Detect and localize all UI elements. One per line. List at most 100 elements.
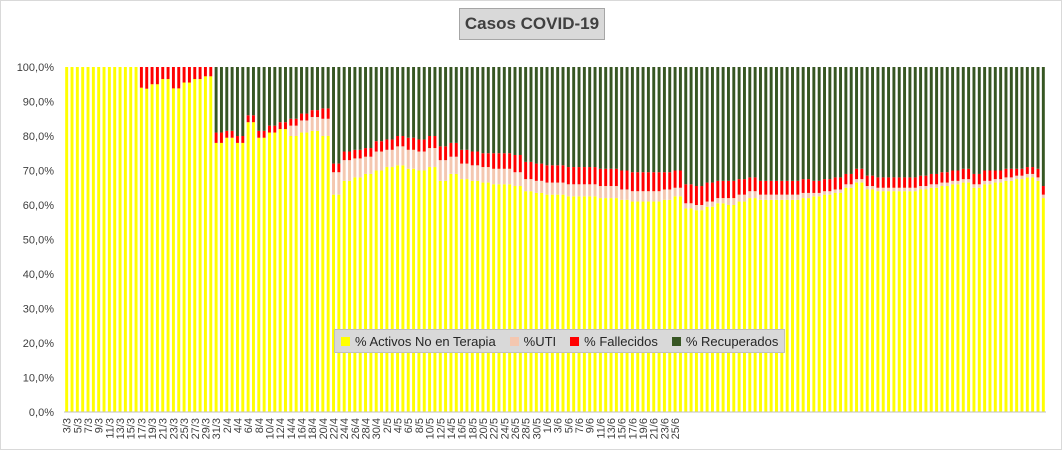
bar-segment	[609, 168, 613, 187]
bar-segment	[903, 67, 907, 178]
bar-segment	[913, 187, 917, 192]
bar-segment	[630, 201, 634, 412]
bar-segment	[561, 182, 565, 195]
bar-segment	[652, 67, 656, 173]
bar-segment	[983, 170, 987, 181]
bar-segment	[609, 198, 613, 412]
bar-segment	[428, 67, 432, 136]
x-tick-label: 30/5	[531, 418, 543, 439]
x-tick-label: 5/6	[563, 418, 575, 433]
legend-swatch-uti	[509, 336, 519, 346]
bar-segment	[742, 194, 746, 202]
x-tick-label: 4/5	[393, 418, 405, 433]
bar-segment	[849, 187, 853, 412]
bar-segment	[598, 67, 602, 169]
legend-item-recuperados: % Recuperados	[671, 334, 778, 349]
bar-segment	[759, 67, 762, 181]
bar-segment	[726, 180, 730, 199]
y-tick-label: 80,0%	[23, 131, 54, 143]
bar-segment	[1025, 177, 1029, 412]
bar-segment	[300, 120, 303, 133]
x-tick-label: 20/4	[318, 418, 330, 439]
bar-segment	[235, 136, 239, 143]
bar-segment	[417, 139, 421, 152]
bar-segment	[689, 67, 693, 185]
bar-segment	[348, 151, 351, 161]
y-tick-label: 40,0%	[23, 269, 54, 281]
bar-segment	[641, 67, 645, 173]
bar-segment	[732, 67, 736, 181]
bar-segment	[171, 67, 175, 89]
bar-segment	[358, 67, 362, 150]
bar-segment	[668, 172, 672, 190]
bar-segment	[241, 67, 245, 136]
bar-segment	[967, 67, 971, 169]
bar-segment	[956, 170, 960, 181]
bar-segment	[187, 67, 191, 83]
bar-segment	[305, 113, 309, 121]
bar-segment	[342, 151, 346, 161]
bar-segment	[476, 67, 480, 152]
bar-segment	[166, 79, 170, 412]
bar-segment	[716, 203, 720, 412]
bar-segment	[310, 67, 314, 111]
bar-segment	[374, 67, 378, 142]
bar-segment	[412, 137, 416, 150]
bar-segment	[924, 67, 928, 176]
bar-segment	[935, 184, 939, 188]
x-tick-label: 12/4	[275, 418, 287, 439]
bar-segment	[460, 179, 464, 412]
bar-segment	[1031, 167, 1035, 174]
bar-segment	[796, 180, 800, 195]
bar-segment	[844, 67, 848, 174]
bar-segment	[524, 179, 528, 192]
bar-segment	[839, 177, 842, 190]
bar-segment	[572, 167, 576, 185]
bar-segment	[396, 67, 400, 136]
bar-segment	[919, 186, 923, 190]
x-tick-label: 28/5	[521, 418, 533, 439]
bar-segment	[476, 151, 480, 166]
bar-segment	[364, 173, 368, 412]
bar-segment	[812, 67, 816, 181]
bar-segment	[75, 67, 79, 412]
bar-segment	[219, 142, 223, 412]
bar-segment	[988, 184, 992, 412]
bar-segment	[775, 180, 778, 195]
bar-segment	[326, 118, 330, 136]
bar-segment	[326, 67, 330, 109]
bar-segment	[609, 186, 613, 199]
x-tick-label: 19/6	[638, 418, 650, 439]
bar-segment	[107, 67, 111, 412]
bar-segment	[235, 142, 239, 412]
bar-segment	[486, 153, 490, 168]
bar-segment	[769, 194, 773, 200]
bar-segment	[251, 122, 255, 412]
y-tick-label: 10,0%	[23, 373, 54, 385]
bar-segment	[769, 67, 773, 181]
bar-segment	[849, 173, 853, 185]
bar-segment	[268, 67, 271, 126]
bar-segment	[951, 184, 955, 412]
bar-segment	[561, 194, 565, 412]
bar-segment	[369, 156, 373, 174]
bar-segment	[332, 172, 335, 195]
bar-segment	[652, 172, 656, 192]
x-tick-label: 27/3	[190, 418, 202, 439]
bar-segment	[1004, 168, 1008, 178]
bar-segment	[513, 172, 517, 187]
bar-segment	[764, 194, 768, 200]
bar-segment	[470, 151, 474, 166]
bar-segment	[737, 201, 741, 412]
y-tick-label: 70,0%	[23, 166, 54, 178]
bar-segment	[316, 130, 319, 412]
bar-segment	[796, 67, 800, 181]
bar-segment	[823, 194, 826, 412]
bar-segment	[849, 184, 853, 188]
bar-segment	[924, 186, 928, 190]
bar-segment	[983, 184, 987, 412]
bar-segment	[801, 67, 805, 180]
bar-segment	[97, 67, 101, 412]
bar-segment	[412, 67, 416, 138]
